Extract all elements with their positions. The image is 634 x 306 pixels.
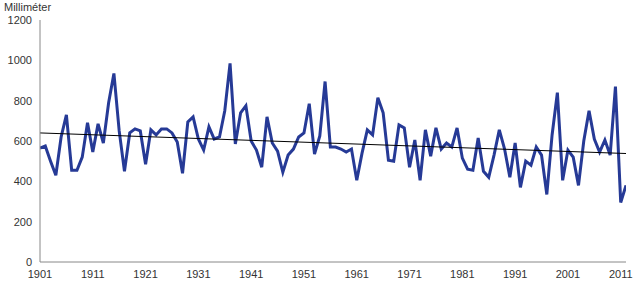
svg-text:1951: 1951	[292, 268, 316, 280]
svg-text:1000: 1000	[8, 54, 32, 66]
svg-text:1921: 1921	[133, 268, 157, 280]
svg-text:200: 200	[14, 216, 32, 228]
svg-text:0: 0	[26, 256, 32, 268]
svg-text:800: 800	[14, 95, 32, 107]
svg-text:600: 600	[14, 135, 32, 147]
svg-text:2011: 2011	[609, 268, 626, 280]
svg-text:1901: 1901	[28, 268, 52, 280]
svg-text:1941: 1941	[239, 268, 263, 280]
svg-text:2001: 2001	[556, 268, 580, 280]
svg-text:1200: 1200	[8, 14, 32, 26]
html-text:Milliméter: Milliméter	[4, 1, 52, 13]
svg-text:1991: 1991	[503, 268, 527, 280]
svg-text:1971: 1971	[397, 268, 421, 280]
svg-text:1981: 1981	[450, 268, 474, 280]
svg-text:1911: 1911	[81, 268, 105, 280]
svg-text:1931: 1931	[186, 268, 210, 280]
svg-text:1961: 1961	[345, 268, 369, 280]
svg-text:400: 400	[14, 175, 32, 187]
